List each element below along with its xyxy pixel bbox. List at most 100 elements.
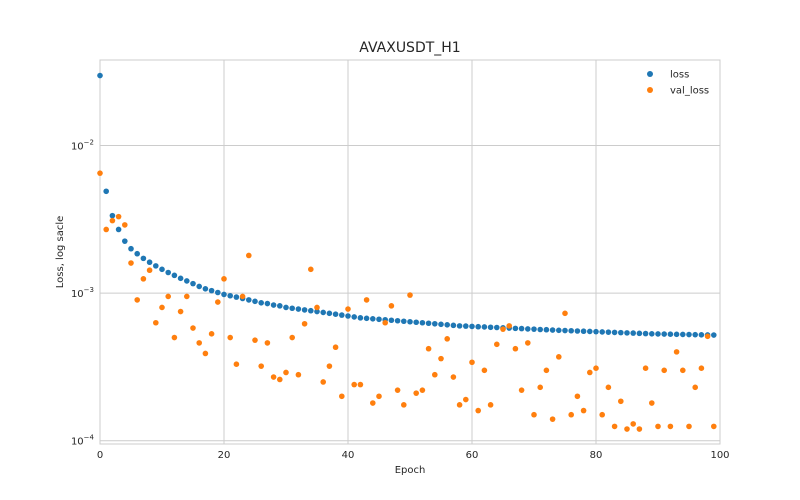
plot-frame xyxy=(99,59,721,445)
x-tick-label: 20 xyxy=(218,450,231,461)
point-val-loss xyxy=(704,333,711,340)
point-val-loss xyxy=(512,345,519,352)
point-loss xyxy=(289,305,296,312)
point-loss xyxy=(624,330,630,336)
point-val-loss xyxy=(177,308,184,315)
point-loss xyxy=(481,324,488,330)
point-loss xyxy=(308,307,314,314)
point-val-loss xyxy=(624,426,630,432)
point-val-loss xyxy=(146,267,153,274)
point-loss xyxy=(593,328,599,335)
point-loss xyxy=(419,319,426,326)
point-loss xyxy=(587,328,593,335)
point-val-loss xyxy=(506,323,512,329)
point-loss xyxy=(463,323,469,329)
point-loss xyxy=(401,318,407,325)
point-val-loss xyxy=(122,222,128,228)
point-val-loss xyxy=(593,365,599,371)
point-val-loss xyxy=(680,367,686,374)
point-loss xyxy=(661,331,667,337)
point-loss xyxy=(525,326,531,332)
point-val-loss xyxy=(556,354,562,360)
point-val-loss xyxy=(97,170,103,176)
point-loss xyxy=(332,311,339,317)
point-val-loss xyxy=(549,416,556,422)
point-val-loss xyxy=(711,423,717,430)
point-val-loss xyxy=(525,340,531,346)
point-loss xyxy=(326,310,333,317)
point-val-loss xyxy=(580,407,587,414)
point-loss xyxy=(649,331,655,337)
series-loss xyxy=(97,72,717,338)
point-loss xyxy=(252,298,258,305)
point-loss xyxy=(605,329,612,335)
point-val-loss xyxy=(202,350,209,357)
point-loss xyxy=(580,328,587,335)
point-loss xyxy=(599,329,605,335)
point-val-loss xyxy=(208,331,215,337)
point-val-loss xyxy=(463,396,469,403)
point-loss xyxy=(314,308,320,315)
point-loss xyxy=(233,294,240,300)
point-val-loss xyxy=(326,363,333,369)
point-loss xyxy=(673,331,680,338)
point-loss xyxy=(345,313,351,319)
point-val-loss xyxy=(332,344,339,351)
point-loss xyxy=(277,303,283,309)
point-loss xyxy=(320,309,327,316)
point-loss xyxy=(549,327,556,333)
point-val-loss xyxy=(518,387,525,393)
series-val-loss xyxy=(97,170,717,432)
point-val-loss xyxy=(221,276,227,282)
point-loss xyxy=(177,275,184,282)
point-loss xyxy=(562,327,568,334)
point-val-loss xyxy=(438,355,444,362)
point-val-loss xyxy=(264,340,271,346)
point-val-loss xyxy=(140,276,147,282)
y-tick-label: 10−2 xyxy=(71,139,94,153)
point-loss xyxy=(543,326,550,333)
point-loss xyxy=(556,327,562,334)
point-loss xyxy=(159,266,165,273)
point-loss xyxy=(370,316,376,322)
point-loss xyxy=(425,320,432,327)
point-loss xyxy=(494,324,500,331)
point-val-loss xyxy=(419,387,426,393)
legend-marker-loss xyxy=(647,71,653,77)
point-loss xyxy=(537,326,543,333)
point-val-loss xyxy=(655,423,661,430)
point-loss xyxy=(221,291,227,298)
point-loss xyxy=(122,238,128,244)
point-val-loss xyxy=(103,226,109,233)
point-loss xyxy=(190,280,196,287)
y-axis-label: Loss, log sacle xyxy=(55,216,66,288)
point-val-loss xyxy=(673,349,680,355)
point-val-loss xyxy=(481,367,488,374)
x-tick-label: 100 xyxy=(710,450,729,461)
point-val-loss xyxy=(339,393,345,400)
point-loss xyxy=(692,331,698,338)
point-val-loss xyxy=(301,320,308,327)
point-loss xyxy=(388,317,395,324)
point-loss xyxy=(407,318,413,325)
point-loss xyxy=(227,292,233,299)
point-loss xyxy=(655,331,661,337)
point-loss xyxy=(512,325,519,332)
x-axis-ticks: 0 20 40 60 80 100 xyxy=(97,450,730,461)
point-val-loss xyxy=(487,402,494,408)
point-val-loss xyxy=(413,390,420,396)
point-loss xyxy=(667,331,674,337)
point-val-loss xyxy=(246,252,252,259)
point-val-loss xyxy=(258,363,265,369)
point-val-loss xyxy=(407,292,413,298)
y-tick-label: 10−3 xyxy=(71,286,94,300)
point-val-loss xyxy=(345,306,351,312)
point-val-loss xyxy=(599,411,605,418)
point-val-loss xyxy=(184,293,190,300)
point-loss xyxy=(475,323,482,330)
point-val-loss xyxy=(611,423,618,430)
y-axis-ticks: 10−210−310−4 xyxy=(71,139,95,448)
point-loss xyxy=(698,332,705,338)
point-val-loss xyxy=(636,426,643,432)
